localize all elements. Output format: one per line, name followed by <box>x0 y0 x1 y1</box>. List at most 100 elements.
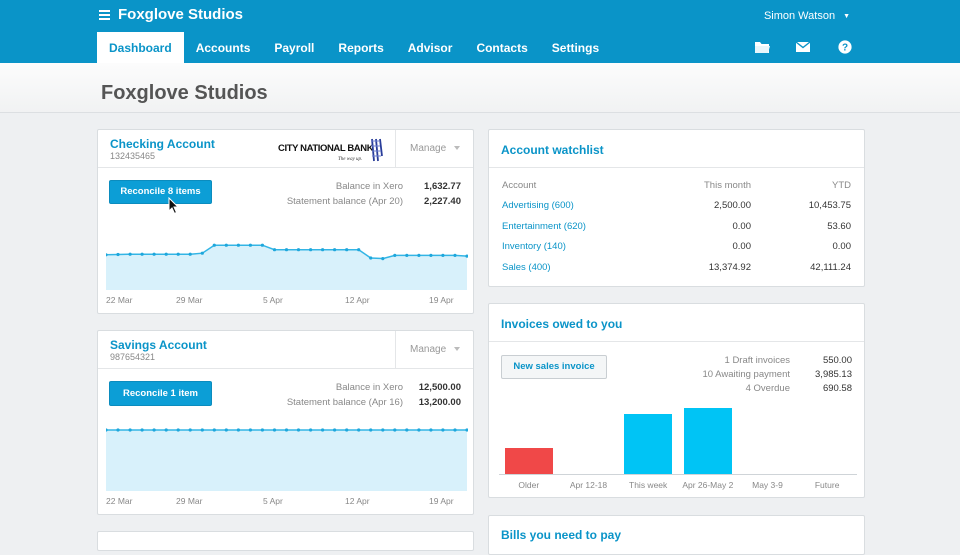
balance-in-xero-label: Balance in Xero <box>335 181 403 192</box>
data-point <box>429 428 433 432</box>
page-title: Foxglove Studios <box>101 82 268 104</box>
nav-tab-payroll[interactable]: Payroll <box>274 41 315 55</box>
nav-tab-contacts[interactable]: Contacts <box>476 41 528 55</box>
data-point <box>405 428 409 432</box>
data-point <box>393 253 397 257</box>
data-point <box>260 243 264 247</box>
x-tick-label: 22 Mar <box>106 295 133 305</box>
balance-in-xero-value: 1,632.77 <box>424 181 461 192</box>
manage-dropdown[interactable]: Manage <box>395 331 473 368</box>
data-point <box>116 428 120 432</box>
user-menu[interactable]: Simon Watson ▼ <box>764 10 850 22</box>
nav-tab-reports[interactable]: Reports <box>338 41 384 55</box>
org-name: Foxglove Studios <box>118 6 244 23</box>
x-axis-line <box>499 474 857 475</box>
manage-dropdown[interactable]: Manage <box>395 130 473 167</box>
bank-logo-tagline: The way up. <box>338 157 362 162</box>
folder-icon[interactable] <box>754 40 770 54</box>
invoice-bar[interactable] <box>624 414 673 474</box>
account-number: 132435465 <box>110 151 156 161</box>
svg-text:?: ? <box>842 43 848 54</box>
data-point <box>106 428 108 432</box>
data-point <box>140 252 144 256</box>
city-national-bank-logo: CITY NATIONAL BANK The way up. <box>278 138 383 162</box>
main-nav: Dashboard Accounts Payroll Reports Advis… <box>97 32 611 63</box>
data-point <box>188 252 192 256</box>
x-tick-label: Future <box>814 480 840 490</box>
column-header: YTD <box>832 180 851 191</box>
org-menu[interactable]: Foxglove Studios <box>99 6 243 23</box>
balance-in-xero-label: Balance in Xero <box>335 382 403 393</box>
data-point <box>200 428 204 432</box>
x-tick-label: 29 Mar <box>176 496 203 506</box>
awaiting-payment-label[interactable]: 10 Awaiting payment <box>702 369 791 380</box>
caret-down-icon <box>454 146 461 151</box>
reconcile-button[interactable]: Reconcile 1 item <box>109 381 212 406</box>
data-point <box>236 243 240 247</box>
x-tick-label: Apr 26-May 2 <box>682 480 734 490</box>
invoice-bar[interactable] <box>504 447 553 474</box>
x-tick-label: 19 Apr <box>429 295 454 305</box>
column-header: This month <box>704 180 751 191</box>
watchlist-account-link[interactable]: Sales (400) <box>502 262 551 273</box>
data-point <box>405 253 409 257</box>
x-tick-label: 5 Apr <box>263 496 283 506</box>
nav-tab-accounts[interactable]: Accounts <box>195 41 251 55</box>
divider <box>98 368 473 369</box>
data-point <box>284 428 289 432</box>
data-point <box>369 256 373 260</box>
data-point <box>224 428 228 432</box>
watchlist-account-link[interactable]: Advertising (600) <box>502 200 574 211</box>
caret-down-icon <box>454 347 461 352</box>
statement-balance-value: 13,200.00 <box>418 397 461 408</box>
overdue-label[interactable]: 4 Overdue <box>745 383 790 394</box>
data-point <box>465 428 468 432</box>
data-point <box>381 428 385 432</box>
divider <box>98 167 473 168</box>
data-point <box>224 243 228 247</box>
watchlist-ytd-value: 0.00 <box>832 241 852 252</box>
x-tick-label: 19 Apr <box>429 496 454 506</box>
watchlist-ytd-value: 53.60 <box>827 221 851 232</box>
help-icon[interactable]: ? <box>837 40 853 54</box>
mail-icon[interactable] <box>795 40 811 54</box>
data-point <box>345 248 349 252</box>
overdue-value: 690.58 <box>822 383 852 394</box>
statement-balance-label: Statement balance (Apr 16) <box>286 397 403 408</box>
account-name[interactable]: Savings Account <box>110 338 207 352</box>
data-point <box>140 428 144 432</box>
x-tick-label: This week <box>629 480 668 490</box>
invoice-bar[interactable] <box>683 407 732 474</box>
data-point <box>272 248 277 252</box>
x-tick-label: 22 Mar <box>106 496 133 506</box>
mouse-cursor-icon <box>168 197 180 215</box>
column-header: Account <box>502 180 537 191</box>
data-point <box>393 428 397 432</box>
watchlist-ytd-value: 42,111.24 <box>810 262 851 273</box>
checking-account-card: Checking Account 132435465 CITY NATIONAL… <box>97 129 474 314</box>
reconcile-button[interactable]: Reconcile 8 items <box>109 180 212 204</box>
page-header <box>0 63 960 113</box>
nav-tab-advisor[interactable]: Advisor <box>407 41 453 55</box>
nav-tab-dashboard[interactable]: Dashboard <box>97 32 184 63</box>
data-point <box>212 428 216 432</box>
data-point <box>284 248 289 252</box>
checking-balance-chart <box>106 243 468 290</box>
data-point <box>453 253 457 257</box>
watchlist-account-link[interactable]: Entertainment (620) <box>502 221 586 232</box>
invoices-bar-chart: Older Apr 12-18 This week Apr 26-May 2 May 3… <box>499 402 857 494</box>
data-point <box>248 428 252 432</box>
data-point <box>212 243 216 247</box>
data-point <box>236 428 240 432</box>
new-sales-invoice-button[interactable]: New sales invoice <box>501 355 607 379</box>
data-point <box>321 428 325 432</box>
account-name[interactable]: Checking Account <box>110 137 215 151</box>
draft-invoices-label[interactable]: 1 Draft invoices <box>724 355 790 366</box>
data-point <box>272 428 277 432</box>
balance-area <box>106 245 467 290</box>
nav-tab-settings[interactable]: Settings <box>551 41 600 55</box>
data-point <box>116 252 120 257</box>
data-point <box>333 428 337 432</box>
data-point <box>260 428 264 432</box>
watchlist-account-link[interactable]: Inventory (140) <box>502 241 566 252</box>
